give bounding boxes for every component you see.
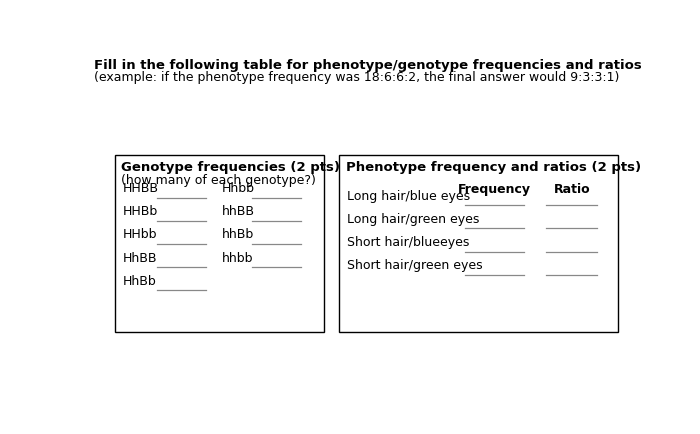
Text: Frequency: Frequency (458, 183, 531, 196)
Text: Hhbb: Hhbb (222, 182, 255, 195)
FancyBboxPatch shape (340, 155, 618, 332)
Text: (how many of each genotype?): (how many of each genotype?) (121, 174, 316, 187)
Text: Genotype frequencies (2 pts): Genotype frequencies (2 pts) (121, 161, 340, 174)
Text: HhBb: HhBb (122, 275, 156, 288)
Text: hhbb: hhbb (222, 252, 253, 265)
Text: HHBB: HHBB (122, 182, 158, 195)
Text: Phenotype frequency and ratios (2 pts): Phenotype frequency and ratios (2 pts) (346, 161, 640, 174)
Text: Long hair/green eyes: Long hair/green eyes (347, 213, 480, 226)
Text: Fill in the following table for phenotype/genotype frequencies and ratios: Fill in the following table for phenotyp… (94, 59, 641, 72)
Text: hhBB: hhBB (222, 205, 255, 218)
Text: Short hair/blueeyes: Short hair/blueeyes (347, 236, 470, 249)
Text: Ratio: Ratio (554, 183, 590, 196)
Text: HHBb: HHBb (122, 205, 158, 218)
Text: (example: if the phenotype frequency was 18:6:6:2, the final answer would 9:3:3:: (example: if the phenotype frequency was… (94, 71, 619, 84)
Text: Long hair/blue eyes: Long hair/blue eyes (347, 190, 470, 203)
Text: hhBb: hhBb (222, 228, 254, 241)
FancyBboxPatch shape (115, 155, 324, 332)
Text: HhBB: HhBB (122, 252, 157, 265)
Text: Short hair/green eyes: Short hair/green eyes (347, 259, 483, 272)
Text: HHbb: HHbb (122, 228, 157, 241)
